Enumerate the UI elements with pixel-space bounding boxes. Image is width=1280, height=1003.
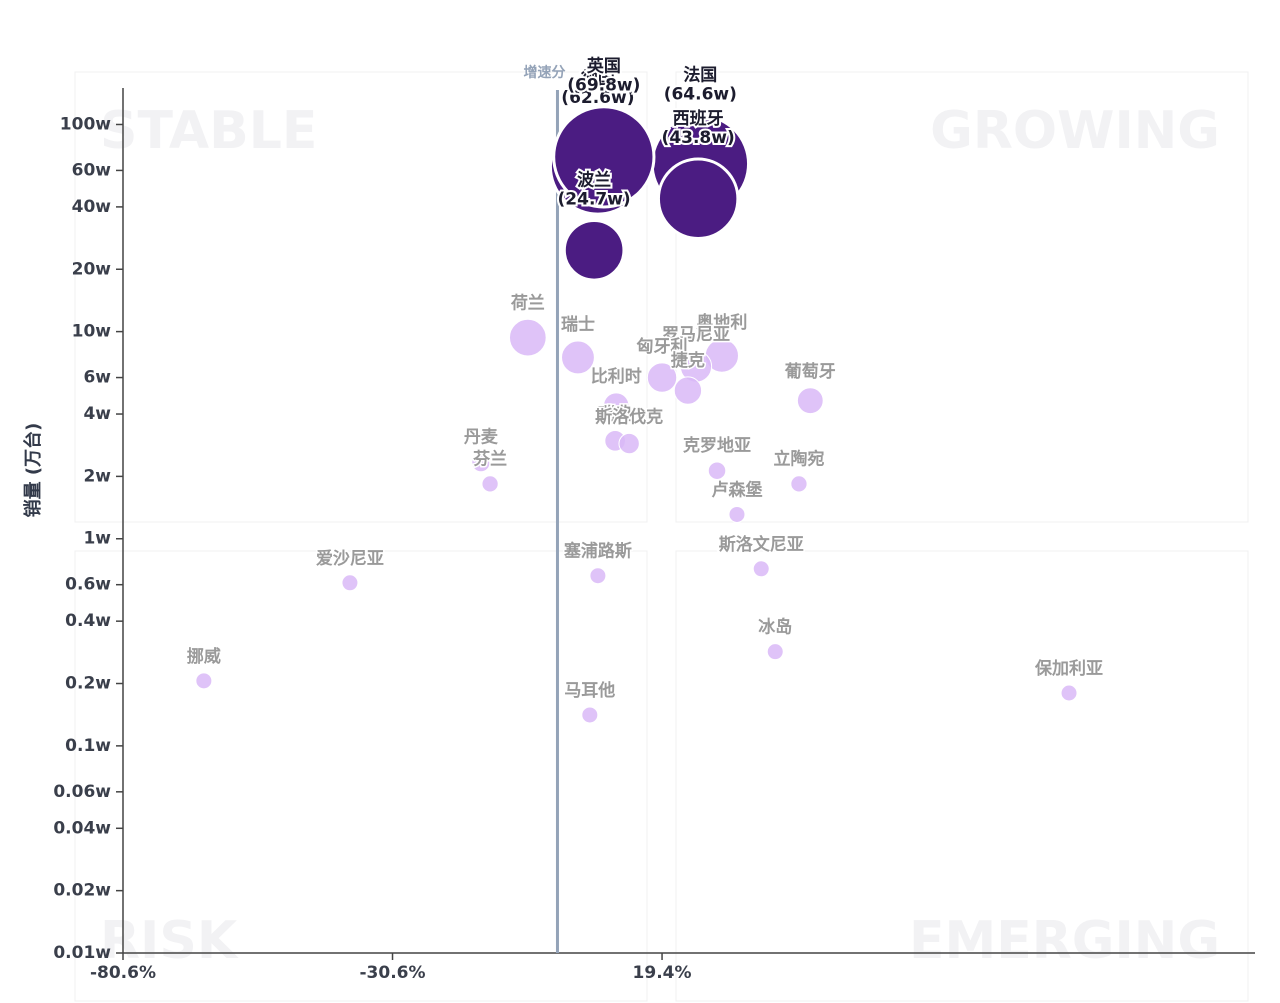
bubble	[752, 560, 770, 578]
bubble	[618, 432, 640, 455]
y-tick-label: 6w	[83, 368, 111, 388]
quadrant-label: EMERGING	[909, 911, 1220, 971]
y-tick-label: 0.06w	[53, 782, 111, 802]
bubble	[796, 387, 824, 415]
bubble	[646, 362, 678, 393]
y-tick-label: 40w	[72, 197, 112, 217]
bubble	[603, 392, 630, 419]
bubble	[1060, 684, 1078, 702]
bubble	[195, 672, 213, 690]
bubble	[508, 318, 547, 357]
bubble-label: 捷克	[671, 350, 705, 371]
value-label: (69.8w)	[567, 76, 640, 96]
bubble-label: 冰岛	[758, 617, 792, 638]
bubble-label: 英国	[587, 56, 621, 77]
bubble	[552, 105, 656, 209]
y-tick-label: 20w	[72, 259, 112, 279]
bubble-label: 爱沙尼亚	[316, 548, 384, 569]
x-tick-label: -30.6%	[360, 963, 426, 983]
quadrant-box	[74, 550, 648, 1002]
divider-label: 增速分	[523, 64, 565, 81]
bubble	[766, 643, 784, 661]
value-label: (64.6w)	[664, 85, 737, 105]
bubble-label: 挪威	[187, 646, 221, 667]
bubble-label: 法国	[683, 65, 717, 86]
y-tick-label: 10w	[72, 322, 112, 342]
value-label: (24.7w)	[558, 189, 631, 209]
bubble-label: 芬兰	[472, 449, 507, 470]
bubble-label: 葡萄牙	[784, 361, 836, 382]
bubble	[481, 475, 499, 493]
bubble-label: 罗马尼亚	[662, 325, 730, 345]
bubble	[581, 706, 599, 724]
value-label: (43.8w)	[662, 128, 735, 148]
quadrant-label: GROWING	[930, 101, 1220, 161]
bubble-label: 波兰	[577, 169, 611, 190]
x-tick-label: 19.4%	[633, 963, 692, 983]
bubble	[673, 376, 703, 405]
bubble-label: 德国	[581, 68, 615, 89]
bubble-label: 斯洛文尼亚	[719, 534, 804, 555]
bubble-label: 瑞士	[561, 314, 595, 335]
bubble	[589, 567, 607, 585]
y-tick-label: 0.6w	[65, 575, 111, 595]
bubble	[656, 157, 740, 240]
y-axis-label: 销量 (万台)	[22, 423, 44, 518]
y-tick-label: 0.4w	[65, 611, 111, 631]
bubble-label: 立陶宛	[773, 449, 824, 470]
bubble-label: 奥地利	[696, 312, 747, 333]
y-tick-label: 0.1w	[65, 736, 111, 756]
y-tick-label: 4w	[83, 404, 111, 424]
bubble-label: 丹麦	[464, 426, 499, 447]
bubble-label: 荷兰	[511, 292, 545, 313]
bubble	[561, 340, 595, 375]
quadrant-label: STABLE	[100, 101, 317, 161]
y-tick-label: 2w	[83, 466, 111, 486]
value-label: (62.6w)	[561, 88, 634, 108]
bubble-label: 马耳他	[564, 680, 615, 701]
bubble	[341, 574, 359, 592]
y-tick-label: 1w	[83, 529, 111, 549]
x-tick-label: -80.6%	[90, 963, 156, 983]
bubble-label: 塞浦路斯	[564, 541, 632, 562]
bubble-label: 西班牙	[673, 109, 724, 129]
bubble-label: 卢森堡	[711, 479, 762, 500]
bubble-label: 保加利亚	[1034, 658, 1103, 679]
quadrant-label: RISK	[100, 911, 239, 971]
bubble	[562, 218, 626, 282]
bubble-label: 匈牙利	[636, 336, 688, 357]
bubble	[790, 475, 808, 493]
y-tick-label: 100w	[60, 114, 111, 134]
quadrant-box	[74, 71, 648, 523]
bubble-label: 斯洛伐克	[595, 406, 663, 427]
bubble	[707, 461, 727, 480]
bubble-label: 比利时	[591, 366, 642, 387]
y-tick-label: 0.04w	[53, 818, 111, 838]
y-tick-label: 60w	[72, 160, 112, 180]
y-tick-label: 0.02w	[53, 881, 111, 901]
quadrant-box	[675, 550, 1249, 1002]
quadrant-box	[675, 71, 1249, 523]
bubble-label: 瑞典	[598, 403, 632, 424]
bubble-label: 克罗地亚	[683, 435, 751, 456]
bubble	[728, 505, 746, 523]
bubble	[471, 452, 491, 473]
y-tick-label: 0.01w	[53, 943, 111, 963]
y-tick-label: 0.2w	[65, 674, 111, 694]
